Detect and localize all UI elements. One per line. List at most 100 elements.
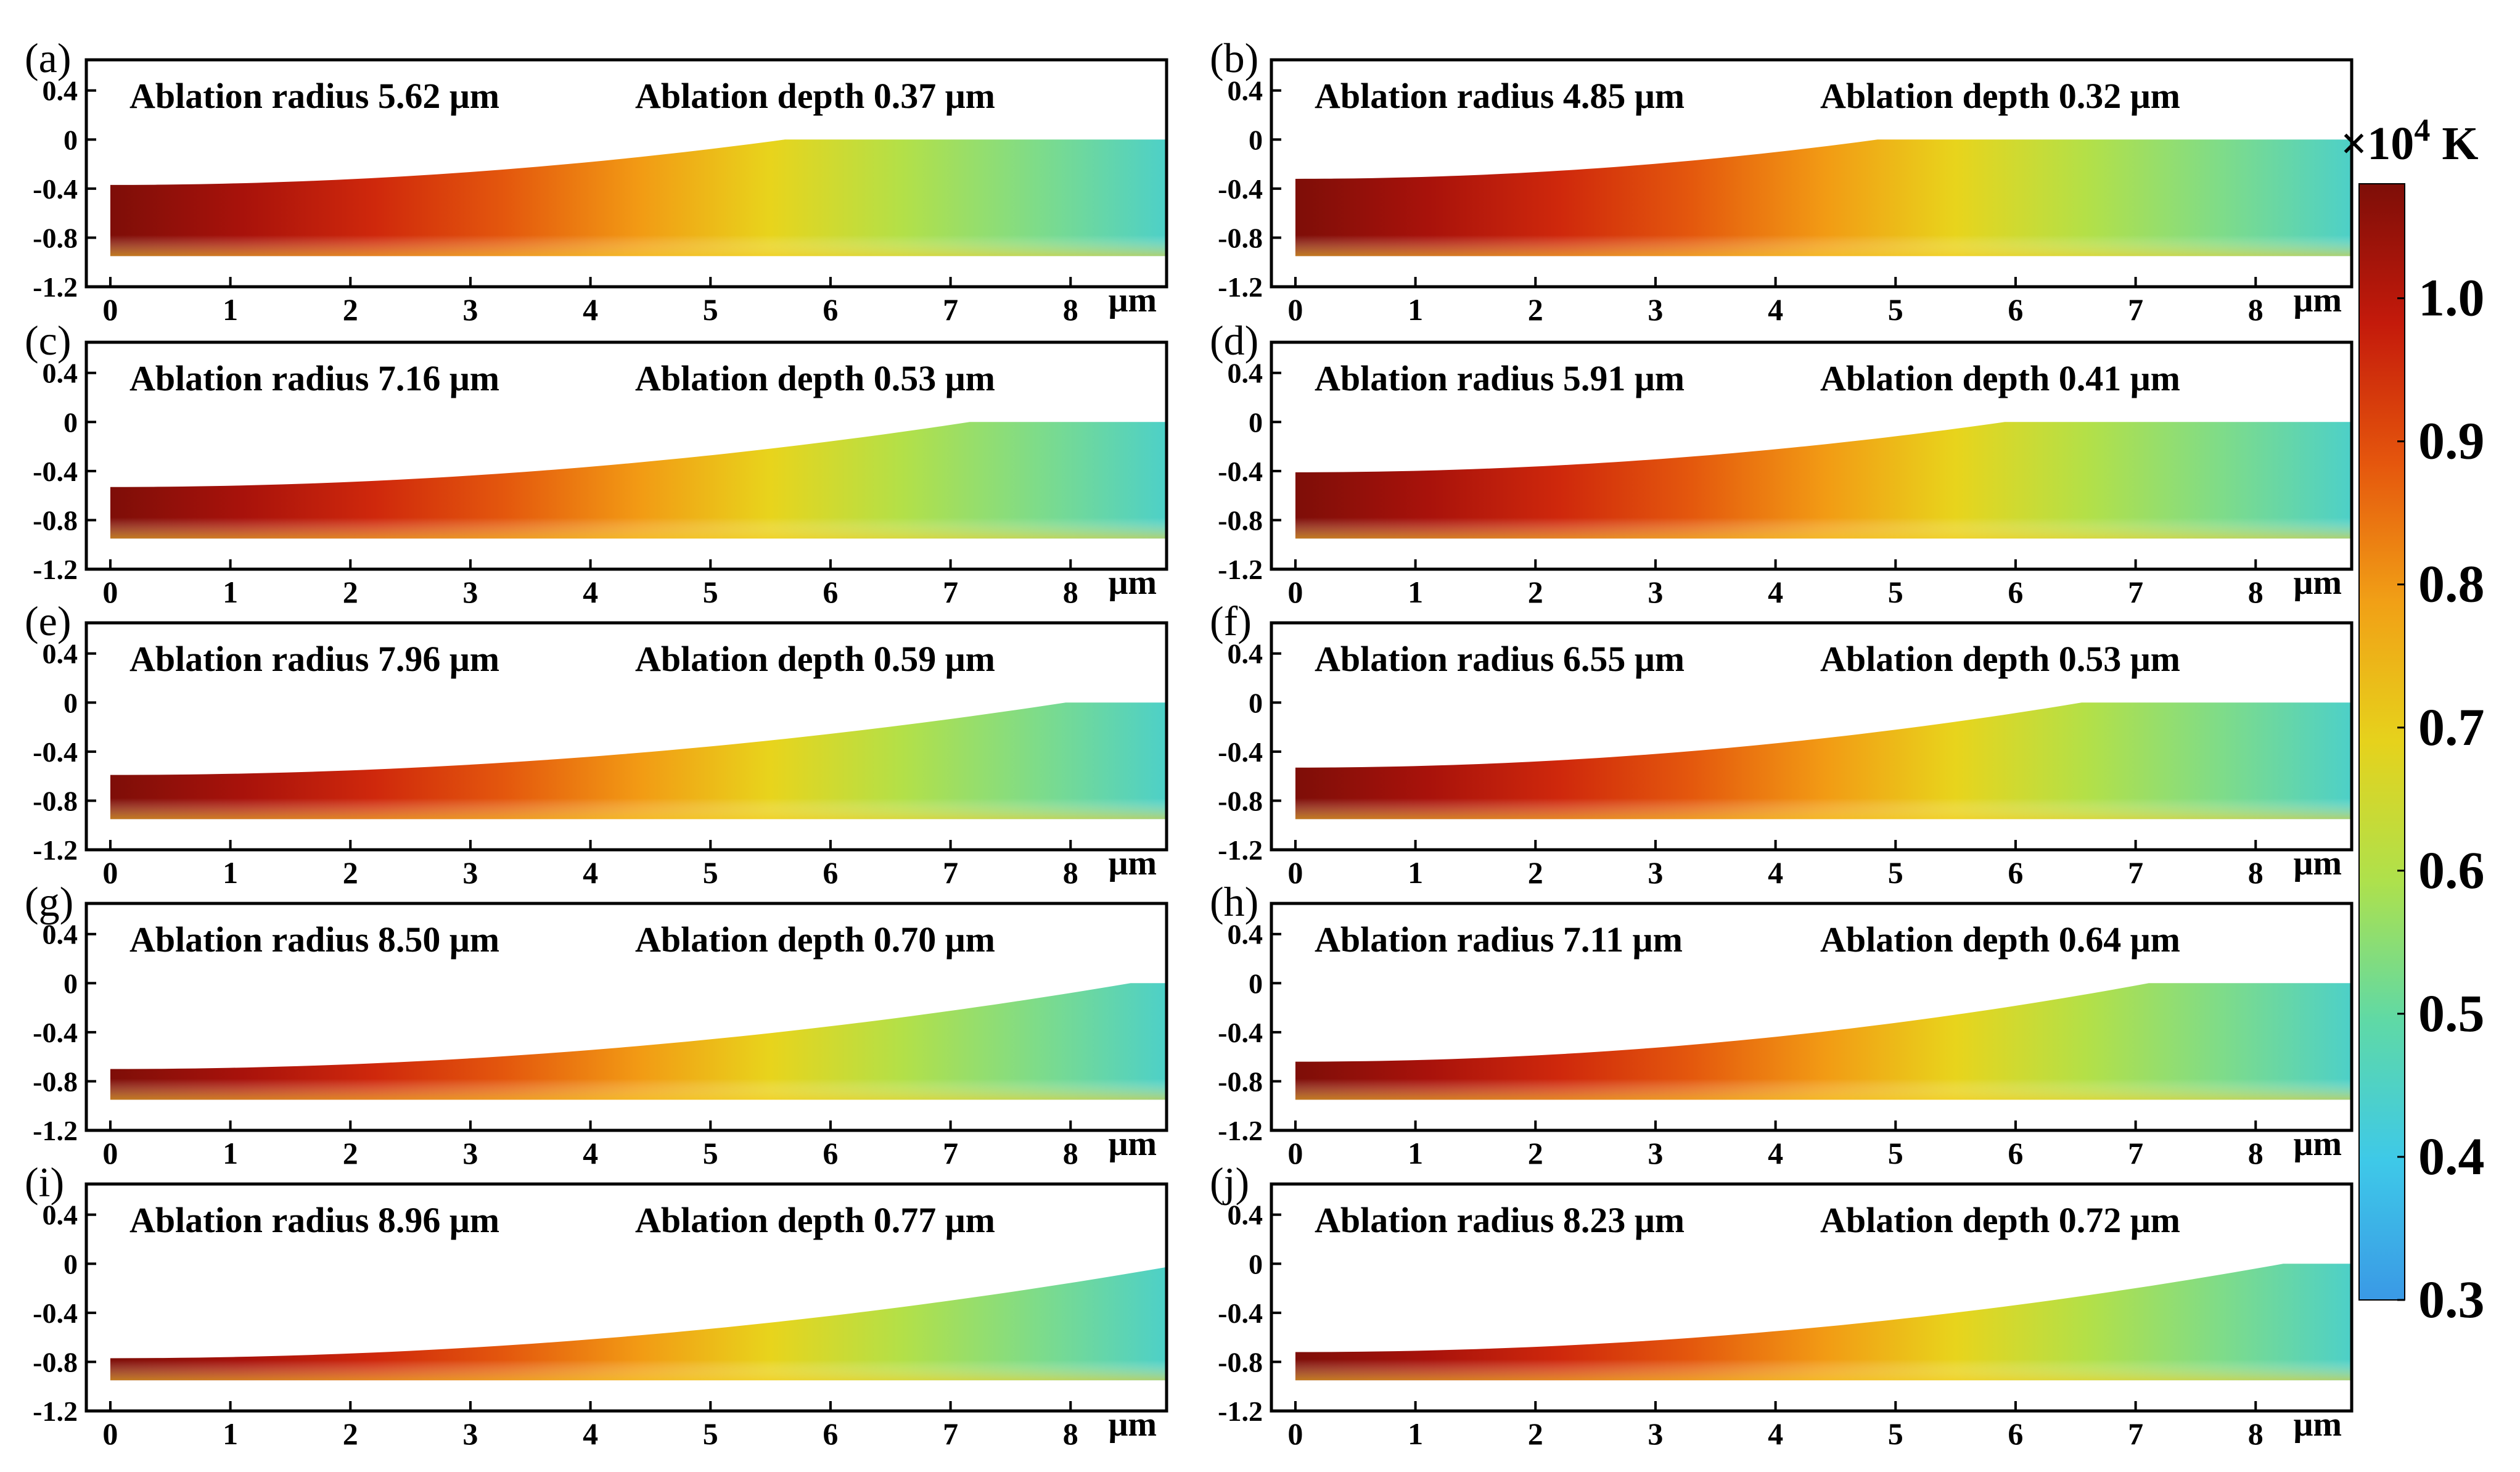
y-tick-label: 0 [64, 124, 78, 155]
ablation-radius-text: Ablation radius 6.55 μm [1315, 639, 1685, 679]
ablation-radius-text: Ablation radius 8.96 μm [129, 1200, 499, 1240]
x-tick-label: 6 [2008, 1136, 2023, 1170]
y-tick-label: 0.4 [1228, 919, 1263, 950]
x-axis-unit: μm [1109, 1125, 1157, 1163]
x-tick-label: 3 [1648, 1416, 1663, 1451]
x-tick-label: 1 [223, 575, 238, 609]
x-tick-label: 3 [462, 575, 478, 609]
y-tick-label: -0.4 [1218, 736, 1263, 768]
y-tick-label: -0.8 [33, 222, 78, 253]
colorbar-gradient [2358, 183, 2405, 1301]
plot-frame [1270, 340, 2354, 571]
x-tick-label: 3 [462, 855, 478, 890]
y-tick-label: 0.4 [1228, 638, 1263, 670]
x-tick-label: 6 [2008, 1416, 2023, 1451]
y-tick-label: -0.8 [33, 1066, 78, 1097]
ablation-radius-text: Ablation radius 7.96 μm [129, 639, 499, 679]
ablation-radius-text: Ablation radius 7.11 μm [1315, 919, 1683, 960]
ablation-depth-text: Ablation depth 0.41 μm [1820, 358, 2180, 398]
x-tick-label: 4 [583, 1416, 598, 1451]
y-tick-label: 0 [64, 1248, 78, 1280]
ablation-depth-text: Ablation depth 0.59 μm [635, 639, 995, 679]
y-tick-label: -0.4 [33, 173, 78, 205]
colorbar-tick-label: 0.6 [2418, 841, 2485, 900]
y-tick-label: -0.4 [33, 736, 78, 768]
colorbar-tick-label: 0.4 [2418, 1127, 2485, 1186]
x-tick-label: 4 [1768, 855, 1783, 890]
x-tick-label: 8 [1063, 1136, 1078, 1170]
panel-label: (h) [1210, 878, 1258, 925]
x-tick-label: 2 [1528, 575, 1543, 609]
colorbar-tick-label: 1.0 [2418, 268, 2485, 327]
panel-label: (g) [25, 878, 73, 925]
temperature-field-bottom [110, 983, 1167, 1100]
x-tick-label: 5 [1888, 855, 1903, 890]
y-tick-label: -0.8 [1218, 785, 1263, 816]
ablation-depth-text: Ablation depth 0.72 μm [1820, 1200, 2180, 1240]
panel-label: (a) [25, 35, 71, 81]
x-tick-label: 5 [1888, 292, 1903, 327]
panel-a: 0.4 0 -0.4 -0.8 -1.2 0 1 2 3 4 5 6 7 8 μm (a) Ablation r… [25, 35, 1168, 327]
x-tick-label: 1 [1408, 855, 1423, 890]
x-tick-label: 2 [343, 1416, 358, 1451]
ablation-radius-text: Ablation radius 8.50 μm [129, 919, 499, 960]
panel-label: (e) [25, 598, 71, 644]
x-tick-label: 4 [1768, 292, 1783, 327]
colorbar-unit-exponent: 4 [2414, 113, 2430, 148]
x-tick-label: 1 [223, 1136, 238, 1170]
y-tick-label: 0.4 [43, 638, 78, 670]
x-tick-label: 7 [2128, 1416, 2143, 1451]
x-tick-label: 8 [1063, 292, 1078, 327]
x-tick-label: 6 [823, 1416, 838, 1451]
colorbar: 1.0 0.9 0.8 0.7 0.6 0.5 0.4 0.3 ×104 K [2341, 113, 2485, 1329]
plot-frame [84, 902, 1168, 1132]
y-tick-label: -1.2 [1218, 271, 1263, 303]
x-tick-label: 0 [1287, 855, 1303, 890]
panel-label: (c) [25, 317, 71, 364]
plot-frame [1270, 621, 2354, 852]
x-tick-label: 1 [1408, 1136, 1423, 1170]
x-tick-label: 2 [1528, 855, 1543, 890]
x-tick-label: 6 [823, 1136, 838, 1170]
y-tick-label: 0 [64, 687, 78, 718]
x-tick-label: 8 [2248, 575, 2263, 609]
x-tick-label: 2 [1528, 292, 1543, 327]
x-axis-unit: μm [2294, 844, 2342, 882]
panel-label: (i) [25, 1159, 64, 1206]
ablation-radius-text: Ablation radius 5.91 μm [1315, 358, 1685, 398]
y-tick-label: -0.8 [1218, 1346, 1263, 1378]
plot-frame [84, 621, 1168, 852]
y-tick-label: -0.8 [33, 1346, 78, 1378]
x-tick-label: 1 [1408, 1416, 1423, 1451]
y-tick-label: 0 [1249, 968, 1263, 999]
x-tick-label: 2 [343, 855, 358, 890]
temperature-field-bottom [1295, 983, 2352, 1100]
x-tick-label: 7 [943, 1136, 958, 1170]
panel-b: 0.4 0 -0.4 -0.8 -1.2 0 1 2 3 4 5 6 7 8 μm (b) Ablation r… [1210, 35, 2354, 327]
colorbar-unit-suffix: K [2430, 118, 2478, 170]
x-tick-label: 5 [703, 1136, 718, 1170]
colorbar-tick-label: 0.9 [2418, 411, 2485, 471]
plot-frame [1270, 902, 2354, 1132]
ablation-radius-text: Ablation radius 7.16 μm [129, 358, 499, 398]
x-tick-label: 4 [583, 575, 598, 609]
x-tick-label: 6 [823, 292, 838, 327]
x-axis-unit: μm [2294, 281, 2342, 319]
y-tick-label: -0.4 [33, 456, 78, 487]
x-tick-label: 5 [703, 575, 718, 609]
y-tick-label: -0.8 [33, 785, 78, 816]
y-tick-label: -0.8 [1218, 504, 1263, 536]
x-tick-label: 1 [223, 1416, 238, 1451]
y-tick-label: -0.4 [1218, 456, 1263, 487]
x-tick-label: 4 [1768, 1136, 1783, 1170]
x-tick-label: 8 [2248, 1416, 2263, 1451]
y-tick-label: -1.2 [1218, 834, 1263, 866]
x-tick-label: 7 [943, 292, 958, 327]
temperature-field-bottom [1295, 139, 2352, 257]
y-tick-label: -1.2 [1218, 554, 1263, 585]
x-tick-label: 4 [1768, 575, 1783, 609]
x-tick-label: 0 [102, 575, 118, 609]
y-tick-label: -1.2 [33, 271, 78, 303]
x-tick-label: 0 [102, 292, 118, 327]
plot-frame [1270, 58, 2354, 289]
